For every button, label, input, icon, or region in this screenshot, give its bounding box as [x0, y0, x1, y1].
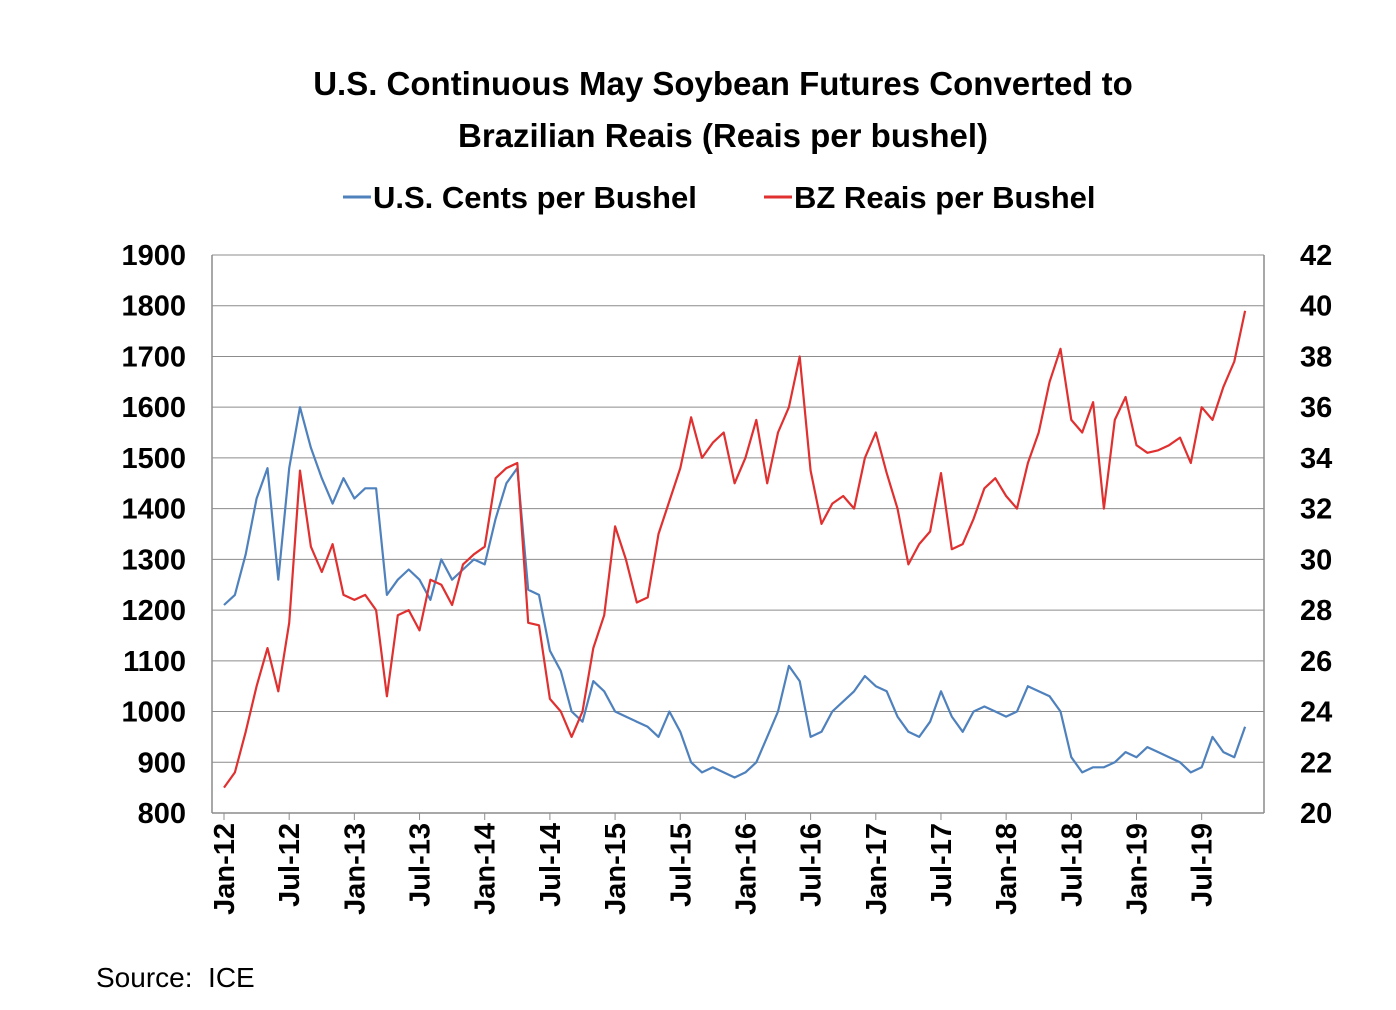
- x-tick-label: Jan-19: [1122, 823, 1154, 915]
- right-tick-label: 20: [1300, 798, 1332, 830]
- x-tick-label: Jan-17: [861, 823, 893, 915]
- legend-label-bz-reais: BZ Reais per Bushel: [794, 180, 1095, 215]
- right-tick-label: 38: [1300, 341, 1332, 373]
- series-line-us-cents: [223, 406, 1247, 779]
- left-tick-label: 1600: [121, 392, 186, 424]
- left-tick-label: 1000: [121, 697, 186, 729]
- legend: U.S. Cents per Bushel BZ Reais per Bushe…: [343, 180, 1095, 215]
- left-tick-label: 1300: [121, 544, 186, 576]
- left-tick-label: 1100: [123, 646, 186, 678]
- right-tick-label: 36: [1300, 392, 1332, 424]
- x-tick-label: Jul-12: [274, 823, 306, 907]
- x-tick-label: Jul-16: [796, 823, 828, 907]
- right-tick-label: 34: [1300, 443, 1332, 475]
- right-tick-label: 42: [1300, 240, 1332, 272]
- x-tick-label: Jul-19: [1187, 823, 1219, 907]
- x-tick-label: Jul-15: [665, 823, 697, 907]
- x-tick-label: Jan-13: [339, 823, 371, 915]
- left-tick-label: 900: [138, 747, 186, 779]
- right-tick-label: 26: [1300, 646, 1332, 678]
- x-tick-label: Jan-16: [730, 823, 762, 915]
- left-tick-label: 1700: [121, 341, 186, 373]
- right-tick-label: 32: [1300, 494, 1332, 526]
- series-lines: [223, 310, 1247, 789]
- right-axis-ticks: 20 22 24 26 28 30 32 34 36 38 40 42: [1300, 240, 1332, 830]
- source-note: Source: ICE: [96, 962, 255, 993]
- x-tick-label: Jul-18: [1056, 823, 1088, 907]
- right-tick-label: 22: [1300, 747, 1332, 779]
- right-tick-label: 40: [1300, 291, 1332, 323]
- left-axis-ticks: 800 900 1000 1100 1200 1300 1400 1500 1600 1700 18…: [121, 240, 186, 830]
- right-tick-label: 24: [1300, 697, 1332, 729]
- x-tick-label: Jul-14: [535, 823, 567, 907]
- left-tick-label: 1900: [121, 240, 186, 272]
- x-tick-label: Jan-12: [209, 823, 241, 915]
- left-tick-label: 1800: [121, 291, 186, 323]
- x-axis-ticks: Jan-12 Jul-12 Jan-13 Jul-13 Jan-14 Jul-14 Jan-…: [209, 813, 1219, 915]
- series-line-bz-reais: [223, 310, 1247, 789]
- x-tick-label: Jan-18: [991, 823, 1023, 915]
- x-tick-label: Jan-15: [600, 823, 632, 915]
- left-tick-label: 1500: [121, 443, 186, 475]
- left-tick-label: 1400: [121, 494, 186, 526]
- x-tick-label: Jan-14: [470, 823, 502, 915]
- chart-title-line-2: Brazilian Reais (Reais per bushel): [458, 117, 988, 154]
- right-tick-label: 28: [1300, 595, 1332, 627]
- right-tick-label: 30: [1300, 544, 1332, 576]
- x-tick-label: Jul-17: [926, 823, 958, 907]
- x-tick-label: Jul-13: [405, 823, 437, 907]
- left-tick-label: 1200: [121, 595, 186, 627]
- left-tick-label: 800: [138, 798, 186, 830]
- chart-title-line-1: U.S. Continuous May Soybean Futures Conv…: [313, 65, 1133, 102]
- axes: [211, 255, 1265, 814]
- gridlines: [212, 254, 1264, 763]
- legend-label-us-cents: U.S. Cents per Bushel: [373, 180, 697, 215]
